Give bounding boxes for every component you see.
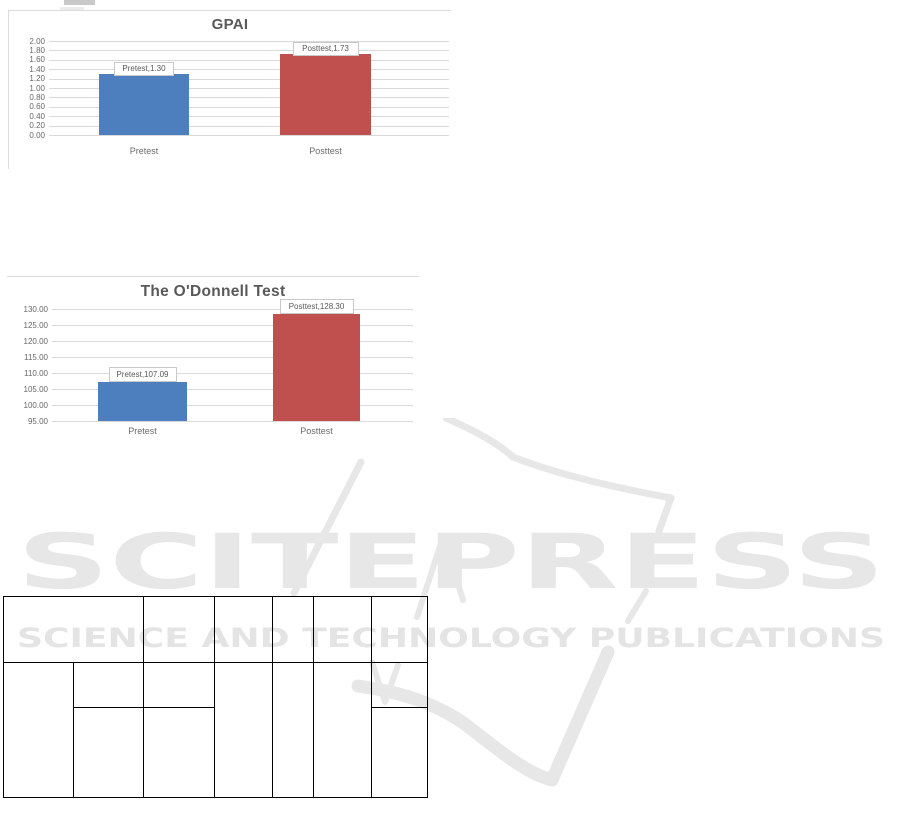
gridline (52, 421, 413, 422)
empty-grid-table (3, 596, 428, 798)
y-tick-label: 95.00 (27, 416, 48, 426)
cropped-ui-artifact-shadow (60, 7, 84, 10)
y-tick-label: 1.20 (29, 74, 45, 84)
gridline (52, 373, 413, 374)
y-tick-label: 125.00 (23, 320, 48, 330)
chart-title: The O'Donnell Test (140, 283, 286, 300)
y-tick-label: 0.60 (29, 102, 45, 112)
data-label-pretest: Pretest,1.30 (114, 61, 174, 76)
y-tick-label: 105.00 (23, 384, 48, 394)
table-cell (143, 662, 215, 708)
y-tick-label: 130.00 (23, 304, 48, 314)
cropped-ui-artifact (64, 0, 95, 5)
gridline (52, 325, 413, 326)
x-category-label: Posttest (309, 146, 342, 156)
gridline (49, 88, 449, 89)
data-label-posttest: Posttest,1.73 (292, 41, 359, 56)
y-tick-label: 0.00 (29, 130, 45, 140)
logo-stroke-hook (655, 494, 675, 535)
gridline (49, 69, 449, 71)
table-cell (73, 707, 144, 798)
y-tick-label: 2.00 (29, 36, 45, 46)
y-tick-label: 120.00 (23, 336, 48, 346)
bar-pretest (98, 382, 187, 421)
gridline (49, 78, 449, 80)
table-cell (371, 596, 428, 663)
gridline (52, 389, 413, 390)
table-cell (272, 662, 314, 798)
gridline (49, 59, 449, 61)
watermark-brand-text: SCITEPRESS (17, 517, 885, 606)
table-cell (143, 707, 215, 798)
gridline (52, 405, 413, 406)
table-cell (313, 662, 372, 798)
y-tick-label: 1.60 (29, 55, 45, 65)
table-header-row (3, 596, 428, 663)
x-category-label: Pretest (129, 146, 159, 156)
gridline (49, 41, 449, 42)
table-cell (73, 662, 144, 708)
table-row (3, 662, 428, 798)
logo-stroke-left-diagonal (290, 458, 365, 597)
gridline (49, 97, 449, 99)
gridline (49, 50, 449, 52)
y-tick-label: 110.00 (24, 368, 48, 378)
y-tick-label: 0.40 (29, 111, 45, 121)
table-cell (143, 596, 215, 663)
data-label-posttest: Posttest,128.30 (279, 299, 354, 315)
chart-odonnell-test: The O'Donnell Test 130.00 125.00 120.00 115… (7, 276, 419, 443)
y-tick-label: 0.20 (29, 121, 45, 131)
logo-stroke-entry-curve (442, 418, 517, 461)
table-cell (371, 707, 428, 798)
gridline (49, 116, 449, 118)
table-cell (214, 596, 273, 663)
y-tick-label: 115.00 (24, 352, 48, 362)
table-row (4, 707, 428, 798)
bar-posttest (280, 53, 371, 135)
logo-stroke-mid-diagonal (625, 588, 649, 624)
gridline (52, 309, 413, 310)
y-tick-label: 1.00 (29, 83, 45, 93)
logo-stroke-roof-curve (509, 453, 675, 502)
table-cell (3, 596, 144, 663)
x-category-label: Posttest (300, 426, 333, 436)
gridline (49, 106, 449, 108)
chart-title: GPAI (211, 16, 249, 33)
gridline (49, 125, 449, 127)
table-cell (313, 596, 372, 663)
chart-gpai: GPAI 2.00 1.80 1.60 1.40 1.20 1.00 0.80 0.60 0.4… (8, 10, 451, 169)
data-label-pretest: Pretest,107.09 (108, 367, 177, 383)
bar-pretest (99, 73, 189, 135)
table-cell (214, 662, 273, 798)
table-cell (371, 662, 428, 708)
table-cell (272, 596, 314, 663)
y-tick-label: 1.80 (29, 45, 45, 55)
bar-posttest (273, 314, 360, 421)
gridline (52, 357, 413, 358)
y-tick-label: 0.80 (29, 92, 45, 102)
y-tick-label: 1.40 (29, 64, 45, 74)
x-category-label: Pretest (128, 426, 157, 436)
table-cell (3, 662, 74, 798)
gridline (49, 135, 449, 136)
gridline (52, 341, 413, 342)
y-tick-label: 100.00 (23, 400, 48, 410)
